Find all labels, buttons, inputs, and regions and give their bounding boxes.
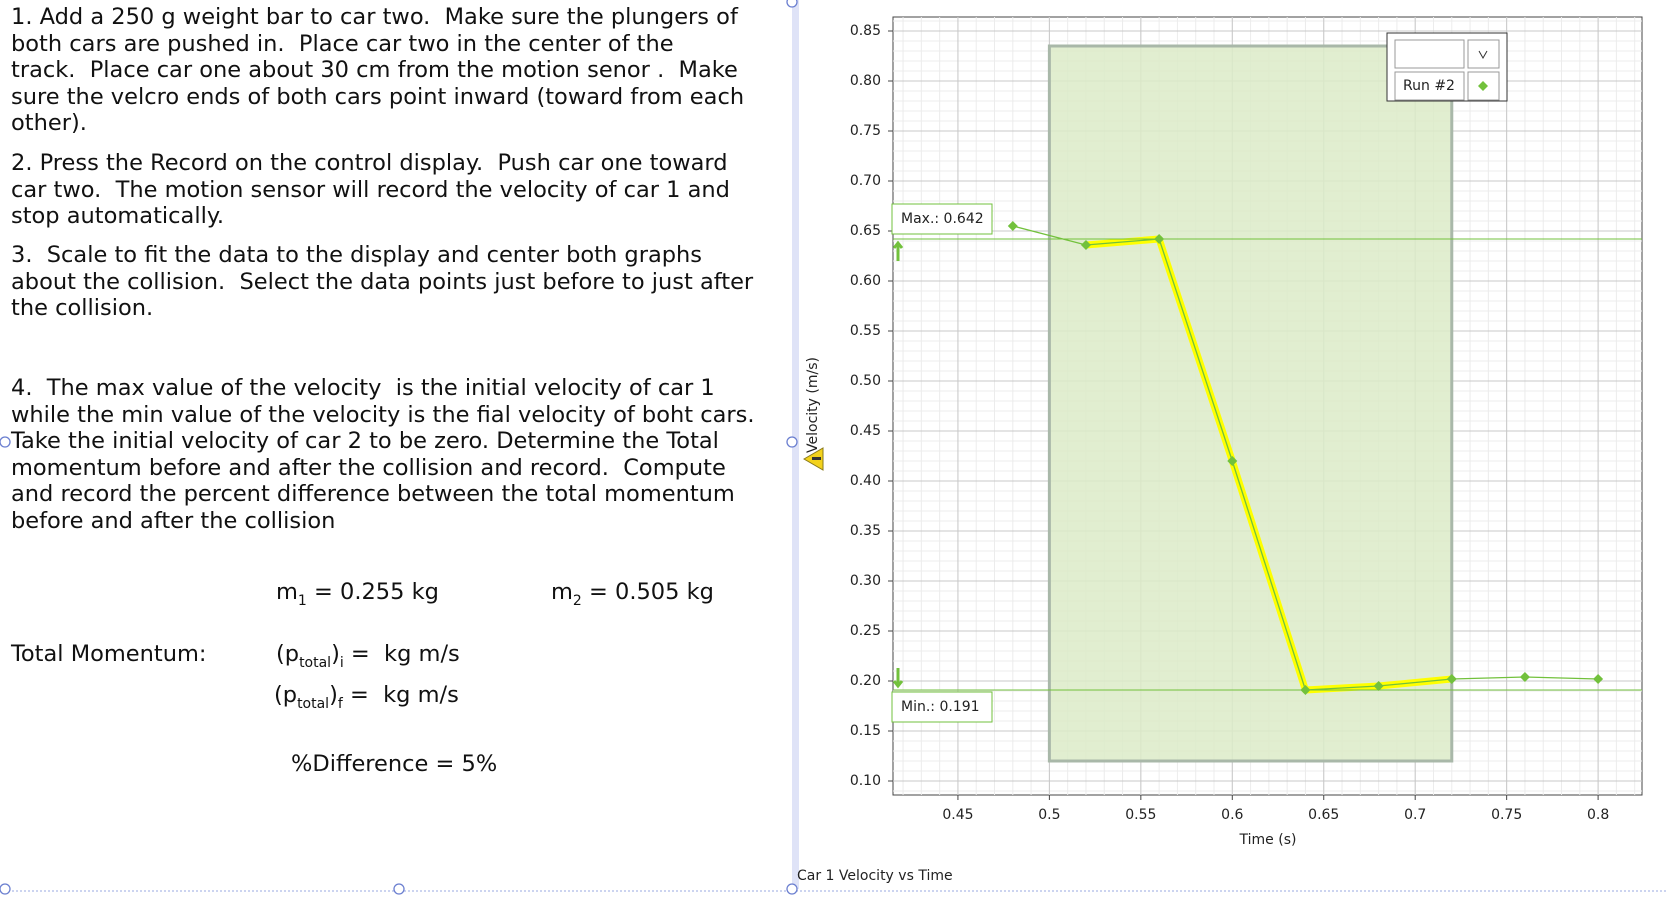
text-line: other). bbox=[11, 110, 87, 137]
mass-1: m1 = 0.255 kg bbox=[276, 579, 439, 609]
text-line: stop automatically. bbox=[11, 203, 225, 230]
text-line: momentum before and after the collision … bbox=[11, 454, 726, 481]
min-label: Min.: 0.191 bbox=[901, 699, 980, 715]
warning-icon[interactable] bbox=[803, 447, 824, 471]
data-point bbox=[1080, 240, 1091, 250]
text-line: track. Place car one about 30 cm from th… bbox=[11, 57, 738, 84]
data-point bbox=[1519, 672, 1530, 682]
text-line: and record the percent difference betwee… bbox=[11, 481, 735, 508]
y-tick-label: 0.15 bbox=[850, 723, 881, 739]
y-tick-label: 0.75 bbox=[850, 123, 881, 139]
text: = kg m/s bbox=[342, 682, 459, 708]
x-tick-label: 0.55 bbox=[1125, 807, 1156, 823]
x-tick-label: 0.5 bbox=[1038, 807, 1060, 823]
paragraph: 3. Scale to fit the data to the display … bbox=[11, 242, 753, 322]
legend-swatch bbox=[1478, 81, 1488, 91]
run-input[interactable] bbox=[1394, 39, 1465, 69]
x-axis-label: Time (s) bbox=[1239, 832, 1297, 848]
y-tick-label: 0.85 bbox=[850, 23, 881, 39]
data-point bbox=[1446, 674, 1457, 684]
text-line: 3. Scale to fit the data to the display … bbox=[11, 242, 703, 268]
y-tick-label: 0.65 bbox=[850, 223, 881, 239]
max-label: Max.: 0.642 bbox=[901, 211, 984, 227]
subscript: 1 bbox=[297, 593, 307, 609]
data-point bbox=[1227, 456, 1238, 466]
text: ) bbox=[331, 641, 340, 667]
min-label-box bbox=[891, 691, 993, 723]
y-tick-label: 0.40 bbox=[850, 473, 881, 489]
momentum-final: (ptotal)f = kg m/s bbox=[274, 682, 459, 712]
data-point bbox=[1373, 681, 1384, 691]
momentum-initial: (ptotal)i = kg m/s bbox=[276, 641, 460, 671]
y-tick-label: 0.35 bbox=[850, 523, 881, 539]
dropdown-button[interactable] bbox=[1467, 39, 1500, 69]
text-line: before and after the collision bbox=[11, 507, 336, 534]
selection-handles bbox=[0, 0, 798, 895]
subscript: i bbox=[339, 655, 344, 671]
subscript: 2 bbox=[572, 593, 582, 609]
text: = kg m/s bbox=[343, 641, 460, 667]
percent-difference: %Difference = 5% bbox=[291, 751, 498, 777]
subscript: total bbox=[299, 655, 332, 671]
x-tick-label: 0.6 bbox=[1221, 807, 1243, 823]
y-tick-label: 0.55 bbox=[850, 323, 881, 339]
text-line: 1. Add a 250 g weight bar to car two. Ma… bbox=[11, 4, 738, 30]
x-tick-label: 0.75 bbox=[1491, 807, 1522, 823]
text: ) bbox=[329, 682, 338, 708]
subscript: total bbox=[297, 696, 330, 712]
text-line: 4. The max value of the velocity is the … bbox=[11, 375, 715, 401]
x-tick-label: 0.7 bbox=[1404, 807, 1426, 823]
paragraph: 4. The max value of the velocity is the … bbox=[11, 375, 755, 535]
subscript: f bbox=[337, 696, 343, 712]
x-tick-label: 0.65 bbox=[1308, 807, 1339, 823]
x-tick-label: 0.45 bbox=[942, 807, 973, 823]
y-tick-label: 0.50 bbox=[850, 373, 881, 389]
y-axis-label: Velocity (m/s) bbox=[805, 357, 821, 453]
text: (p bbox=[274, 682, 298, 708]
data-point bbox=[1593, 674, 1604, 684]
x-tick-label: 0.8 bbox=[1587, 807, 1609, 823]
min-arrow bbox=[892, 668, 904, 689]
text-line: about the collision. Select the data poi… bbox=[11, 268, 754, 295]
chart-title: Car 1 Velocity vs Time bbox=[797, 868, 953, 884]
symbol: m bbox=[276, 579, 298, 605]
y-tick-label: 0.80 bbox=[850, 73, 881, 89]
text-line: sure the velcro ends of both cars point … bbox=[11, 83, 745, 110]
selection-region bbox=[1047, 44, 1454, 763]
symbol: m bbox=[551, 579, 573, 605]
data-point bbox=[1154, 234, 1165, 244]
data-point bbox=[1300, 685, 1311, 695]
text-line: both cars are pushed in. Place car two i… bbox=[11, 30, 674, 57]
value: = 0.255 kg bbox=[306, 579, 439, 605]
text-line: Take the initial velocity of car 2 to be… bbox=[11, 428, 719, 455]
mass-2: m2 = 0.505 kg bbox=[551, 579, 714, 609]
text-line: the collision. bbox=[11, 295, 154, 322]
document-panel[interactable]: 1. Add a 250 g weight bar to car two. Ma… bbox=[0, 0, 792, 889]
y-tick-label: 0.25 bbox=[850, 623, 881, 639]
momentum-label: Total Momentum: bbox=[11, 641, 207, 667]
y-tick-label: 0.45 bbox=[850, 423, 881, 439]
y-tick-label: 0.20 bbox=[850, 673, 881, 689]
data-point bbox=[1007, 221, 1018, 231]
y-tick-label: 0.10 bbox=[850, 773, 881, 789]
paragraph: 2. Press the Record on the control displ… bbox=[11, 150, 730, 230]
y-tick-label: 0.30 bbox=[850, 573, 881, 589]
y-tick-label: 0.60 bbox=[850, 273, 881, 289]
legend-name-box bbox=[1394, 71, 1465, 101]
y-tick-label: 0.70 bbox=[850, 173, 881, 189]
legend-name: Run #2 bbox=[1403, 78, 1455, 94]
max-arrow bbox=[892, 240, 904, 261]
paragraph: 1. Add a 250 g weight bar to car two. Ma… bbox=[11, 4, 744, 137]
text-line: car two. The motion sensor will record t… bbox=[11, 176, 730, 203]
text-line: while the min value of the velocity is t… bbox=[11, 401, 755, 428]
max-label-box bbox=[891, 203, 993, 235]
dropdown-chevron bbox=[1478, 50, 1488, 60]
text: (p bbox=[276, 641, 300, 667]
value: = 0.505 kg bbox=[581, 579, 714, 605]
text-line: 2. Press the Record on the control displ… bbox=[11, 150, 728, 176]
